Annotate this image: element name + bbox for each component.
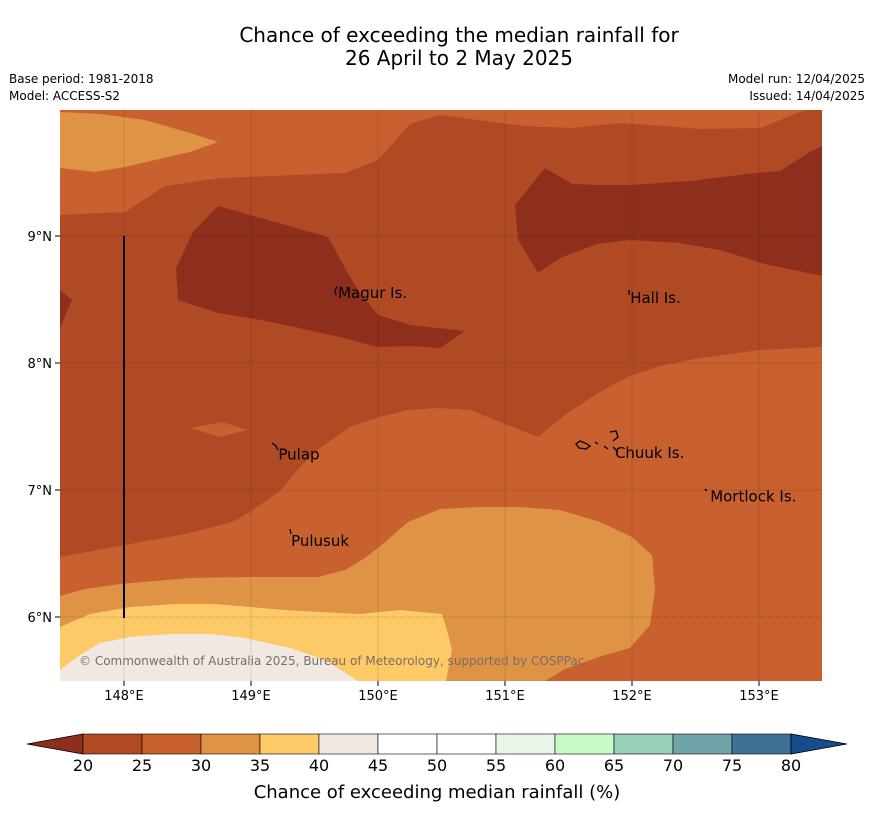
issued-text: Issued: 14/04/2025: [749, 89, 865, 103]
band-below-20-northeast: [515, 146, 822, 276]
colorbar-tick-label: 40: [309, 756, 329, 775]
place-label-magur-is: Magur Is.: [338, 284, 407, 302]
longitude-axis: 148°E 149°E 150°E 151°E 152°E 153°E: [104, 681, 779, 704]
y-tick-label: 9°N: [28, 230, 53, 245]
colorbar-segment: [82, 733, 143, 755]
pulap-island-outline: [271, 442, 279, 451]
latitude-axis: 9°N 8°N 7°N 6°N: [28, 230, 60, 626]
y-tick-label: 7°N: [28, 484, 53, 499]
colorbar-extend-high: [790, 733, 848, 755]
band-30-35-northwest: [60, 112, 218, 172]
colorbar-label: Chance of exceeding median rainfall (%): [254, 782, 621, 803]
colorbar-segment: [495, 733, 556, 755]
colorbar-segment: [318, 733, 379, 755]
chuuk-lagoon-outline: [575, 430, 619, 453]
colorbar: [26, 733, 848, 755]
colorbar-segment: [613, 733, 674, 755]
colorbar-tick-label: 60: [545, 756, 565, 775]
x-tick-label: 153°E: [739, 689, 779, 704]
colorbar-segment: [141, 733, 202, 755]
x-tick-label: 151°E: [485, 689, 525, 704]
band-below-20-west-edge: [60, 290, 72, 328]
colorbar-segment: [200, 733, 261, 755]
colorbar-extend-low: [26, 733, 84, 755]
magur-island-outline: [334, 285, 338, 296]
chart-title-line-1: Chance of exceeding the median rainfall …: [239, 23, 679, 47]
place-label-pulusuk: Pulusuk: [291, 532, 349, 550]
colorbar-segment: [672, 733, 733, 755]
model-run-text: Model run: 12/04/2025: [727, 72, 865, 86]
colorbar-segment: [377, 733, 438, 755]
pulusuk-island-outline: [289, 528, 292, 535]
chart-title-line-2: 26 April to 2 May 2025: [345, 46, 573, 70]
x-tick-label: 152°E: [612, 689, 652, 704]
place-label-pulap: Pulap: [278, 445, 319, 463]
y-tick-label: 6°N: [28, 611, 53, 626]
colorbar-segment: [436, 733, 497, 755]
colorbar-tick-label: 50: [427, 756, 447, 775]
y-tick-label: 8°N: [28, 357, 53, 372]
band-25-30-island-patch: [190, 422, 248, 437]
colorbar-tick-label: 55: [486, 756, 506, 775]
colorbar-segment: [259, 733, 320, 755]
colorbar-ticks: 20 25 30 35 40 45 50 55 60 65 70 75 80: [73, 756, 801, 775]
colorbar-tick-label: 20: [73, 756, 93, 775]
x-tick-label: 150°E: [358, 689, 398, 704]
colorbar-tick-label: 65: [604, 756, 624, 775]
island-outlines: [271, 285, 708, 535]
colorbar-tick-label: 25: [132, 756, 152, 775]
mortlock-island-outline: [704, 488, 708, 492]
band-below-20-north: [176, 206, 465, 348]
base-period-text: Base period: 1981-2018: [9, 72, 154, 86]
colorbar-tick-label: 70: [663, 756, 683, 775]
place-labels: Magur Is. Hall Is. Pulap Chuuk Is. Mortlock …: [278, 284, 796, 550]
colorbar-tick-label: 80: [781, 756, 801, 775]
colorbar-segment: [731, 733, 792, 755]
x-tick-label: 148°E: [104, 689, 144, 704]
x-tick-label: 149°E: [231, 689, 271, 704]
colorbar-segment: [554, 733, 615, 755]
copyright-notice: © Commonwealth of Australia 2025, Bureau…: [79, 654, 584, 668]
rainfall-probability-field: © Commonwealth of Australia 2025, Bureau…: [60, 110, 822, 681]
colorbar-tick-label: 30: [191, 756, 211, 775]
colorbar-tick-label: 45: [368, 756, 388, 775]
band-40-45-southwest: [60, 634, 358, 681]
place-label-chuuk-is: Chuuk Is.: [615, 444, 684, 462]
colorbar-tick-label: 35: [250, 756, 270, 775]
lat-lon-gridlines: [60, 110, 822, 681]
model-text: Model: ACCESS-S2: [9, 89, 121, 103]
colorbar-tick-label: 75: [722, 756, 742, 775]
place-label-mortlock-is: Mortlock Is.: [710, 487, 796, 505]
place-label-hall-is: Hall Is.: [630, 289, 681, 307]
